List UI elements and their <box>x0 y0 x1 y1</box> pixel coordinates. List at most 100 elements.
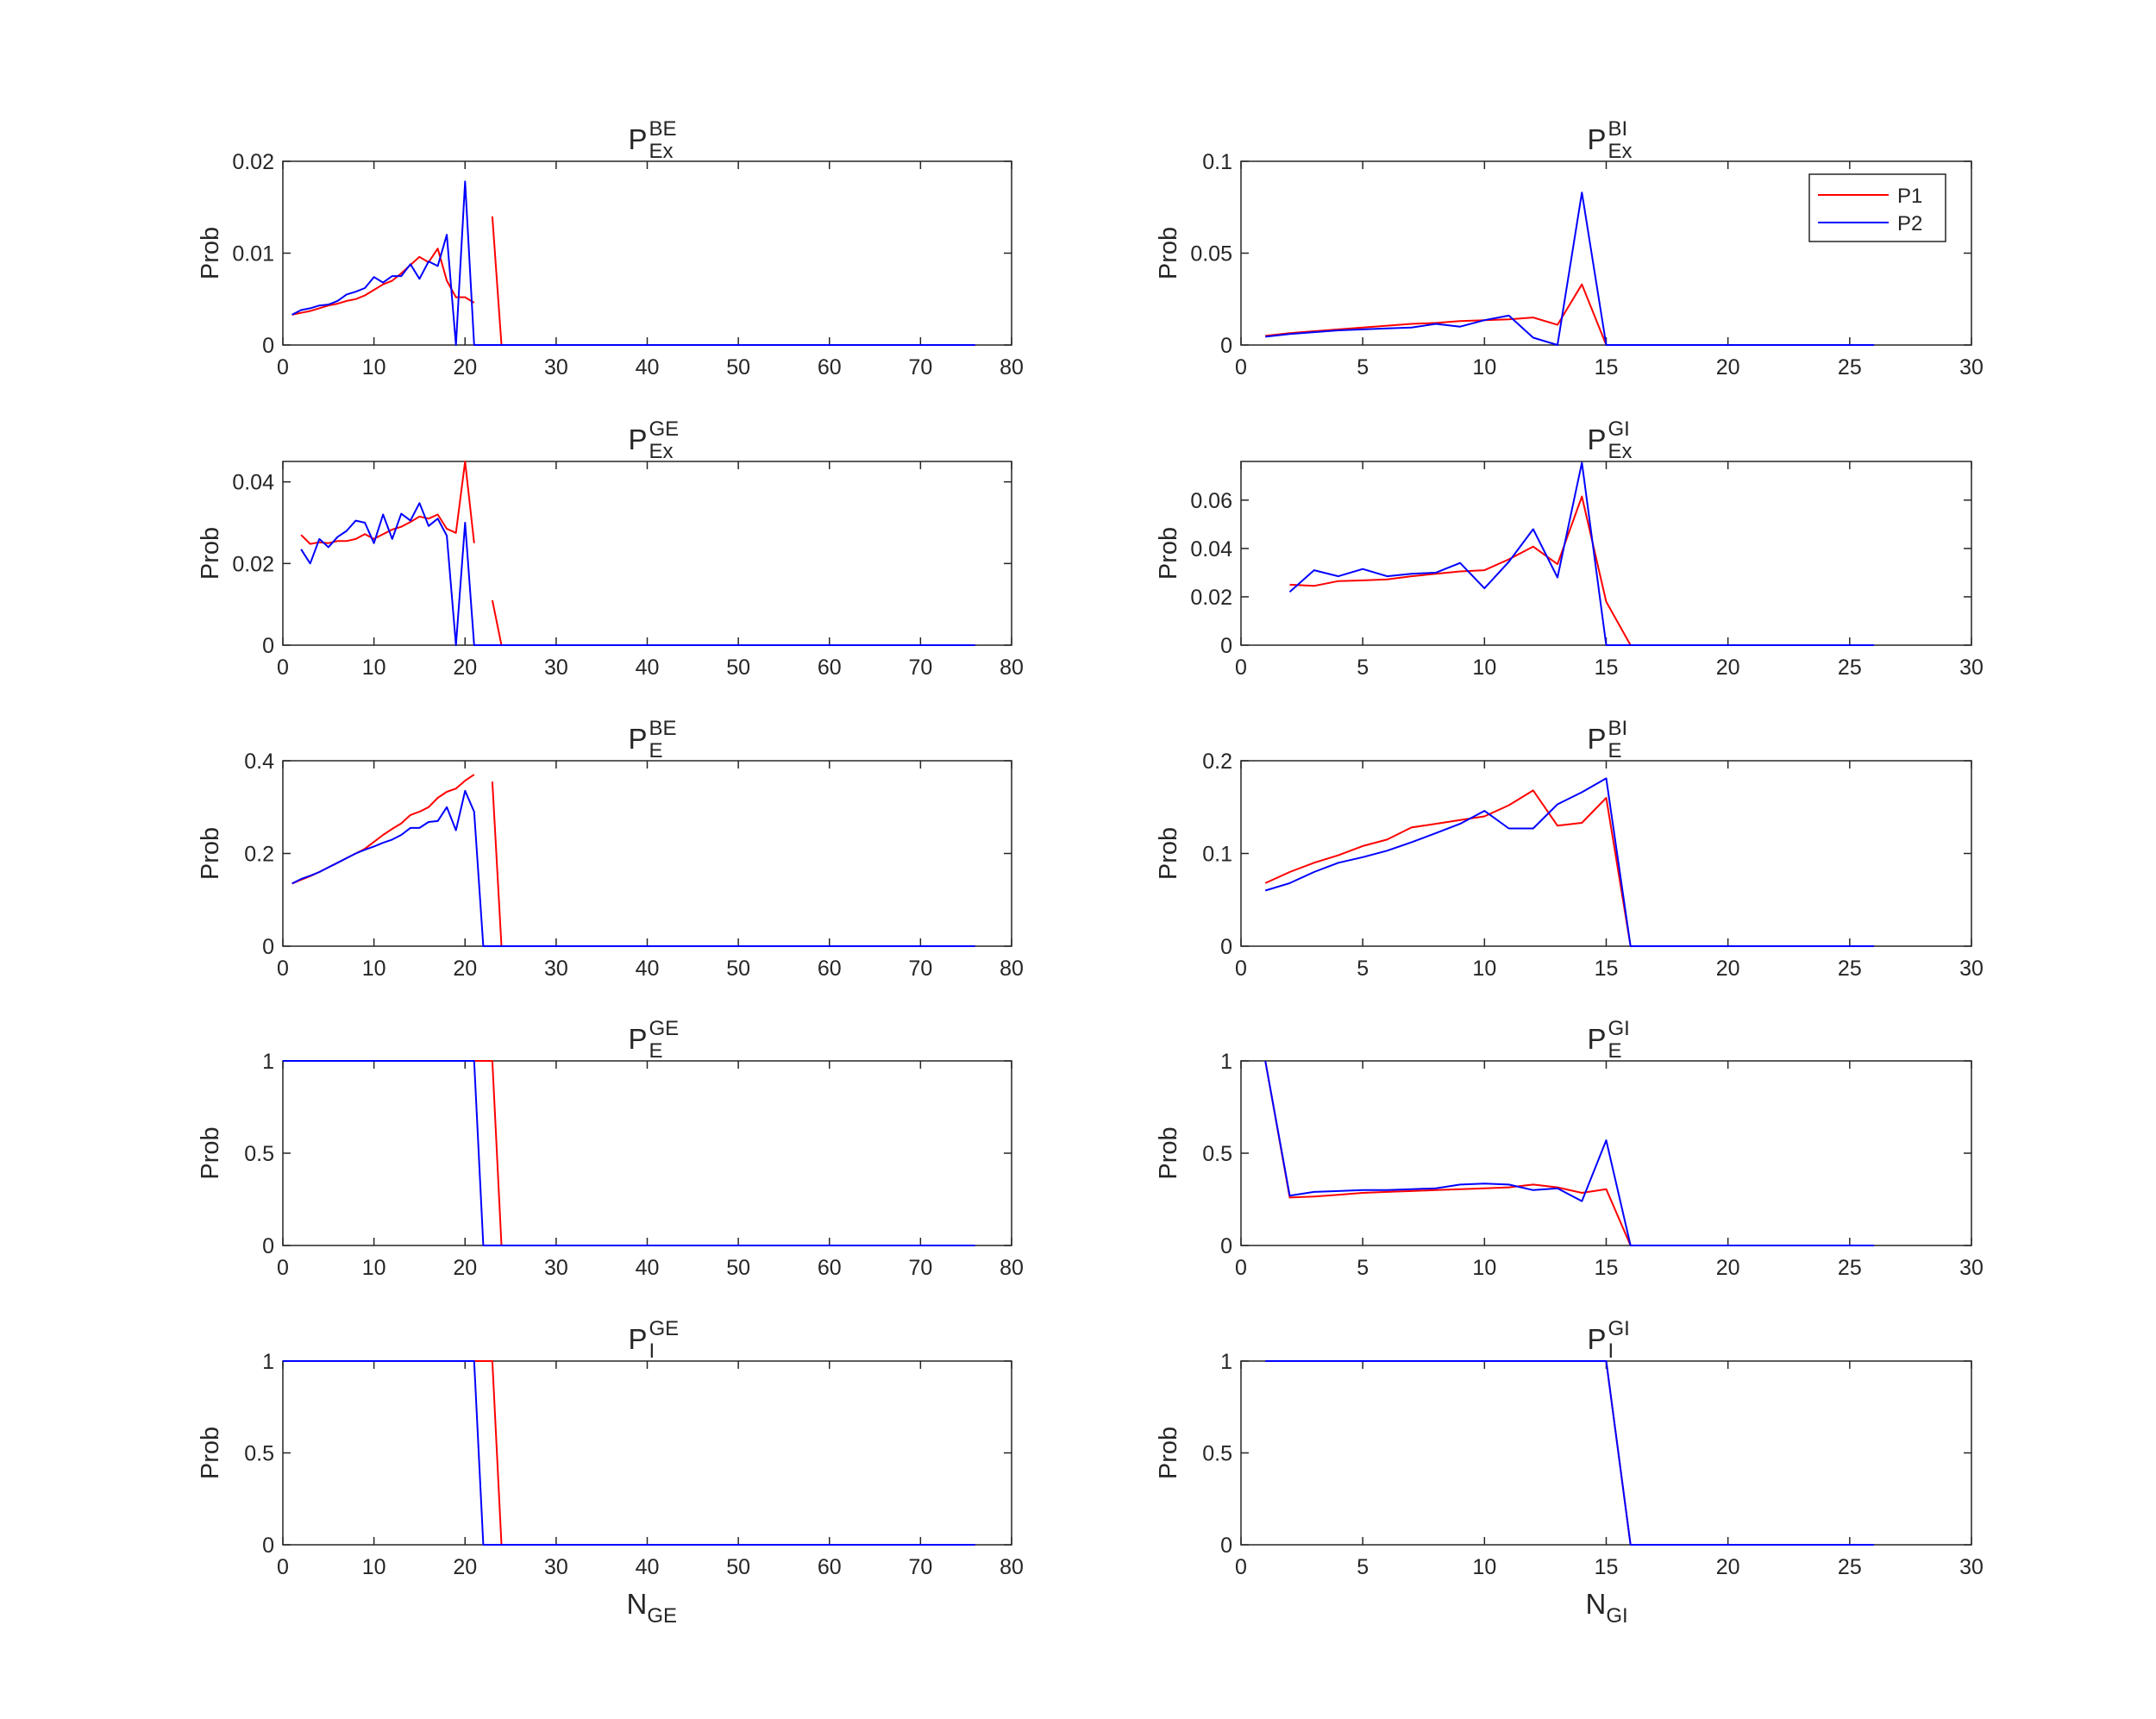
x-tick-label: 60 <box>818 1555 842 1579</box>
x-tick-label: 30 <box>1959 656 1984 680</box>
x-tick-label: 0 <box>1235 957 1247 981</box>
axes-box <box>1240 461 1972 646</box>
x-tick-label: 0 <box>1235 1256 1247 1280</box>
x-tick-label: 70 <box>908 957 932 981</box>
y-tick-label: 0.1 <box>1202 150 1232 174</box>
y-axis-label: Prob <box>197 827 224 880</box>
title-superscript: GE <box>649 417 680 441</box>
y-tick-label: 0.4 <box>244 750 274 774</box>
x-tick-label: 80 <box>1000 656 1024 680</box>
legend-box <box>1808 173 1946 242</box>
x-tick-label: 20 <box>453 656 477 680</box>
title-subscript: E <box>1608 1039 1622 1063</box>
subplot-1: 0 10 20 30 40 50 60 70 80 0 0.01 0.02 Prob PBE Ex <box>197 117 1024 380</box>
y-tick-label: 0 <box>1220 935 1232 959</box>
title-subscript: Ex <box>649 140 674 163</box>
series-line-p2 <box>1265 191 1875 346</box>
y-tick-label: 0.05 <box>1190 242 1232 267</box>
x-tick-label: 70 <box>908 355 932 380</box>
x-tick-label: 20 <box>453 355 477 380</box>
series-line-p1 <box>291 248 475 316</box>
x-tick-label: 0 <box>277 355 289 380</box>
y-tick-label: 0.06 <box>1190 489 1232 513</box>
title-base: P <box>1588 423 1607 455</box>
y-tick-label: 0.5 <box>244 1442 274 1466</box>
x-tick-label: 30 <box>544 1555 568 1579</box>
series-line-p2 <box>291 180 975 346</box>
x-axis-label: NGE <box>627 1588 678 1628</box>
x-tick-label: 20 <box>453 1256 477 1280</box>
subplot-title: PBI Ex <box>1588 117 1633 163</box>
x-tick-label: 30 <box>1959 355 1984 380</box>
y-tick-label: 1 <box>1220 1050 1232 1074</box>
x-tick-label: 15 <box>1595 957 1619 981</box>
subplot-6: 0 5 10 15 20 25 30 0 0.1 0.2 Prob PBI E <box>1155 717 1984 981</box>
x-tick-label: 20 <box>453 1555 477 1579</box>
x-tick-label: 10 <box>362 355 386 380</box>
x-tick-label: 0 <box>1235 355 1247 380</box>
x-tick-label: 20 <box>1716 1256 1740 1280</box>
y-tick-label: 0.2 <box>244 843 274 867</box>
x-tick-label: 70 <box>908 1256 932 1280</box>
y-axis-label: Prob <box>197 527 224 580</box>
y-tick-label: 1 <box>262 1350 274 1374</box>
y-tick-label: 0 <box>262 935 274 959</box>
title-subscript: Ex <box>649 440 674 463</box>
x-tick-label: 60 <box>818 656 842 680</box>
x-tick-label: 40 <box>636 1555 660 1579</box>
x-tick-label: 10 <box>362 1555 386 1579</box>
x-tick-label: 15 <box>1595 656 1619 680</box>
x-tick-label: 5 <box>1357 656 1369 680</box>
subplot-title: PGE Ex <box>629 417 680 463</box>
x-tick-label: 40 <box>636 957 660 981</box>
title-base: P <box>629 123 648 155</box>
x-tick-label: 10 <box>1472 1555 1496 1579</box>
series-line-p1 <box>1264 789 1875 947</box>
title-base: P <box>1588 1023 1607 1055</box>
series-line-p2 <box>283 1060 975 1246</box>
title-base: P <box>1588 123 1607 155</box>
x-tick-label: 30 <box>1959 1555 1984 1579</box>
x-tick-label: 20 <box>1716 1555 1740 1579</box>
title-superscript: GE <box>649 1317 680 1340</box>
x-tick-label: 10 <box>1472 957 1496 981</box>
subplot-title: PGI I <box>1588 1317 1630 1363</box>
x-tick-label: 20 <box>1716 355 1740 380</box>
title-superscript: GI <box>1608 1317 1630 1340</box>
subplot-title: PGI Ex <box>1588 417 1633 463</box>
title-superscript: BI <box>1608 117 1628 141</box>
x-tick-label: 5 <box>1357 1555 1369 1579</box>
title-superscript: GI <box>1608 417 1630 441</box>
title-subscript: E <box>649 1039 663 1063</box>
subplot-title: PBE E <box>629 717 677 762</box>
series-line-p2 <box>1264 777 1875 947</box>
title-base: P <box>1588 723 1607 755</box>
y-tick-label: 0.2 <box>1202 750 1232 774</box>
series-line-p2 <box>1265 1360 1875 1546</box>
y-axis-label: Prob <box>197 227 224 279</box>
title-subscript: E <box>1608 739 1622 762</box>
x-label-base: N <box>627 1588 648 1620</box>
title-base: P <box>629 1323 648 1355</box>
subplot-title: PGE I <box>629 1317 680 1363</box>
x-tick-label: 80 <box>1000 957 1024 981</box>
x-tick-label: 40 <box>636 656 660 680</box>
series-line-p2 <box>1288 461 1875 646</box>
y-tick-label: 0.02 <box>232 150 274 174</box>
x-tick-label: 20 <box>1716 957 1740 981</box>
x-tick-label: 25 <box>1838 957 1862 981</box>
x-tick-label: 60 <box>818 957 842 981</box>
x-tick-label: 15 <box>1595 1555 1619 1579</box>
y-tick-label: 0 <box>262 634 274 658</box>
x-tick-label: 0 <box>1235 656 1247 680</box>
title-superscript: BE <box>649 117 677 141</box>
subplot-5: 0 10 20 30 40 50 60 70 80 0 0.2 0.4 Prob PBE E <box>197 717 1024 981</box>
x-tick-label: 30 <box>544 355 568 380</box>
axes-box <box>282 1360 1012 1546</box>
x-tick-label: 40 <box>636 355 660 380</box>
x-tick-label: 10 <box>362 957 386 981</box>
